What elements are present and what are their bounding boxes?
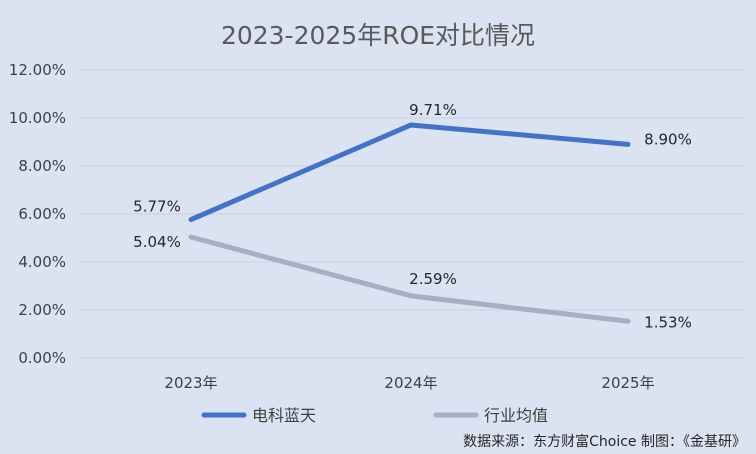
gridlines <box>80 69 745 359</box>
y-axis: 0.00% 2.00% 4.00% 6.00% 8.00% 10.00% 12.00% <box>9 61 66 367</box>
data-label: 9.71% <box>409 101 457 119</box>
data-label: 8.90% <box>644 130 692 148</box>
data-label: 5.04% <box>133 233 181 251</box>
data-labels: 5.77% 9.71% 8.90% 5.04% 2.59% 1.53% <box>133 101 692 331</box>
y-tick-label: 10.00% <box>9 109 66 127</box>
x-tick-label: 2025年 <box>601 374 654 392</box>
y-tick-label: 6.00% <box>18 205 66 223</box>
series-line-2 <box>188 234 631 324</box>
x-axis: 2023年 2024年 2025年 <box>164 374 654 392</box>
x-tick-label: 2024年 <box>384 374 437 392</box>
y-tick-label: 4.00% <box>18 253 66 271</box>
data-label: 1.53% <box>644 313 692 331</box>
legend: 电科蓝天 行业均值 <box>201 406 548 425</box>
y-tick-label: 0.00% <box>18 349 66 367</box>
x-tick-label: 2023年 <box>164 374 217 392</box>
series-line-1 <box>188 122 631 223</box>
source-note: 数据来源：东方财富Choice 制图：《金基研》 <box>463 433 746 450</box>
series-lines <box>188 122 631 324</box>
y-tick-label: 12.00% <box>9 61 66 79</box>
data-label: 5.77% <box>133 198 181 216</box>
y-tick-label: 8.00% <box>18 157 66 175</box>
legend-label: 行业均值 <box>484 406 548 425</box>
legend-label: 电科蓝天 <box>252 406 316 425</box>
y-tick-label: 2.00% <box>18 301 66 319</box>
data-label: 2.59% <box>409 270 457 288</box>
chart-title: 2023-2025年ROE对比情况 <box>221 21 535 50</box>
